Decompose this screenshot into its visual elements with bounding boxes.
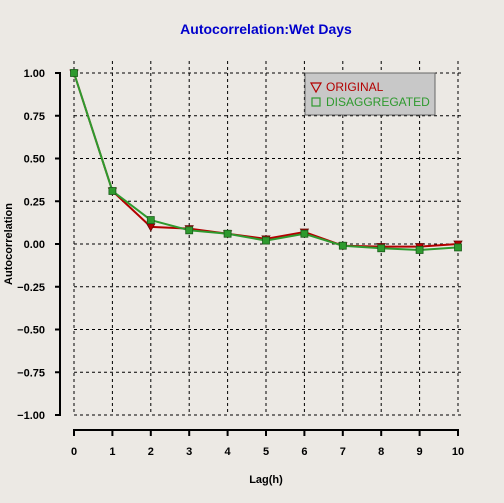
y-tick-label: −1.00 <box>17 410 45 422</box>
data-point <box>223 229 232 238</box>
data-point <box>108 187 117 195</box>
y-tick-label: 0.00 <box>24 239 45 251</box>
x-tick-label: 1 <box>109 446 115 458</box>
y-tick-label: 0.25 <box>24 196 45 208</box>
data-point <box>146 216 155 224</box>
series-layer <box>69 69 463 254</box>
data-point <box>454 243 462 252</box>
legend-marker <box>311 97 321 107</box>
x-tick-label: 3 <box>186 446 192 458</box>
x-tick-label: 0 <box>71 446 77 458</box>
chart-title: Autocorrelation:Wet Days <box>180 21 352 37</box>
x-axis-label: Lag(h) <box>249 474 283 486</box>
x-tick-label: 5 <box>263 446 269 458</box>
x-tick-label: 10 <box>452 446 464 458</box>
x-tick-label: 7 <box>340 446 346 458</box>
data-point <box>300 229 309 238</box>
legend-label: ORIGINAL <box>326 80 384 94</box>
data-point <box>185 226 194 235</box>
x-tick-label: 6 <box>301 446 307 458</box>
axes: 1.00 0.75 0.50 0.25 0.00 −0.25 −0.50 −0.75 −1.00… <box>17 68 464 458</box>
legend-label: DISAGGREGATED <box>326 95 430 109</box>
data-point <box>415 246 424 254</box>
grid <box>73 61 464 416</box>
x-tick-label: 4 <box>225 446 232 458</box>
legend-marker <box>309 82 323 94</box>
x-tick-label: 8 <box>378 446 384 458</box>
x-tick-label: 2 <box>148 446 154 458</box>
y-tick-label: 0.75 <box>24 111 45 123</box>
y-tick-label: 0.50 <box>24 154 45 166</box>
data-point <box>338 241 347 250</box>
x-tick-label: 9 <box>417 446 423 458</box>
y-tick-label: −0.75 <box>17 367 45 379</box>
legend-box <box>304 72 436 116</box>
y-tick-label: 1.00 <box>24 68 45 80</box>
data-point <box>70 69 78 77</box>
y-axis-label: Autocorrelation <box>3 203 15 285</box>
data-point <box>377 244 386 253</box>
data-point <box>262 236 270 245</box>
y-tick-label: −0.50 <box>17 325 45 337</box>
y-tick-label: −0.25 <box>17 282 45 294</box>
